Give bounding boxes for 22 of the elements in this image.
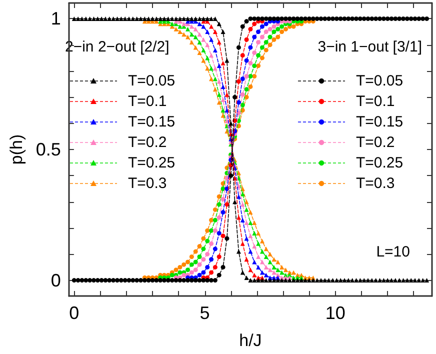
x-tick-label: 10: [325, 303, 346, 323]
legend-label: T=0.2: [128, 134, 167, 151]
legend-label: T=0.1: [356, 93, 395, 110]
legend-label: T=0.05: [356, 72, 404, 90]
x-tick-label: 5: [200, 303, 210, 323]
legend-label: T=0.3: [356, 175, 395, 192]
y-axis-title: p(h): [7, 134, 26, 165]
x-axis-title: h/J: [239, 331, 262, 350]
annotation: L=10: [376, 244, 410, 260]
legend-label: T=0.05: [128, 72, 176, 90]
legend-label: T=0.25: [128, 154, 176, 172]
x-tick-label: 0: [69, 303, 80, 323]
legend-label: T=0.3: [128, 175, 167, 192]
legend-label: T=0.2: [356, 134, 395, 151]
legend-label: T=0.15: [128, 114, 176, 130]
y-tick-label: 0.5: [36, 140, 61, 160]
annotation: 3−in 1−out [3/1]: [318, 38, 422, 56]
legend-label: T=0.15: [356, 114, 404, 130]
y-tick-label: 0: [50, 270, 61, 290]
legend-label: T=0.1: [128, 93, 167, 110]
y-tick-label: 1: [50, 8, 61, 29]
legend-label: T=0.25: [356, 154, 404, 172]
